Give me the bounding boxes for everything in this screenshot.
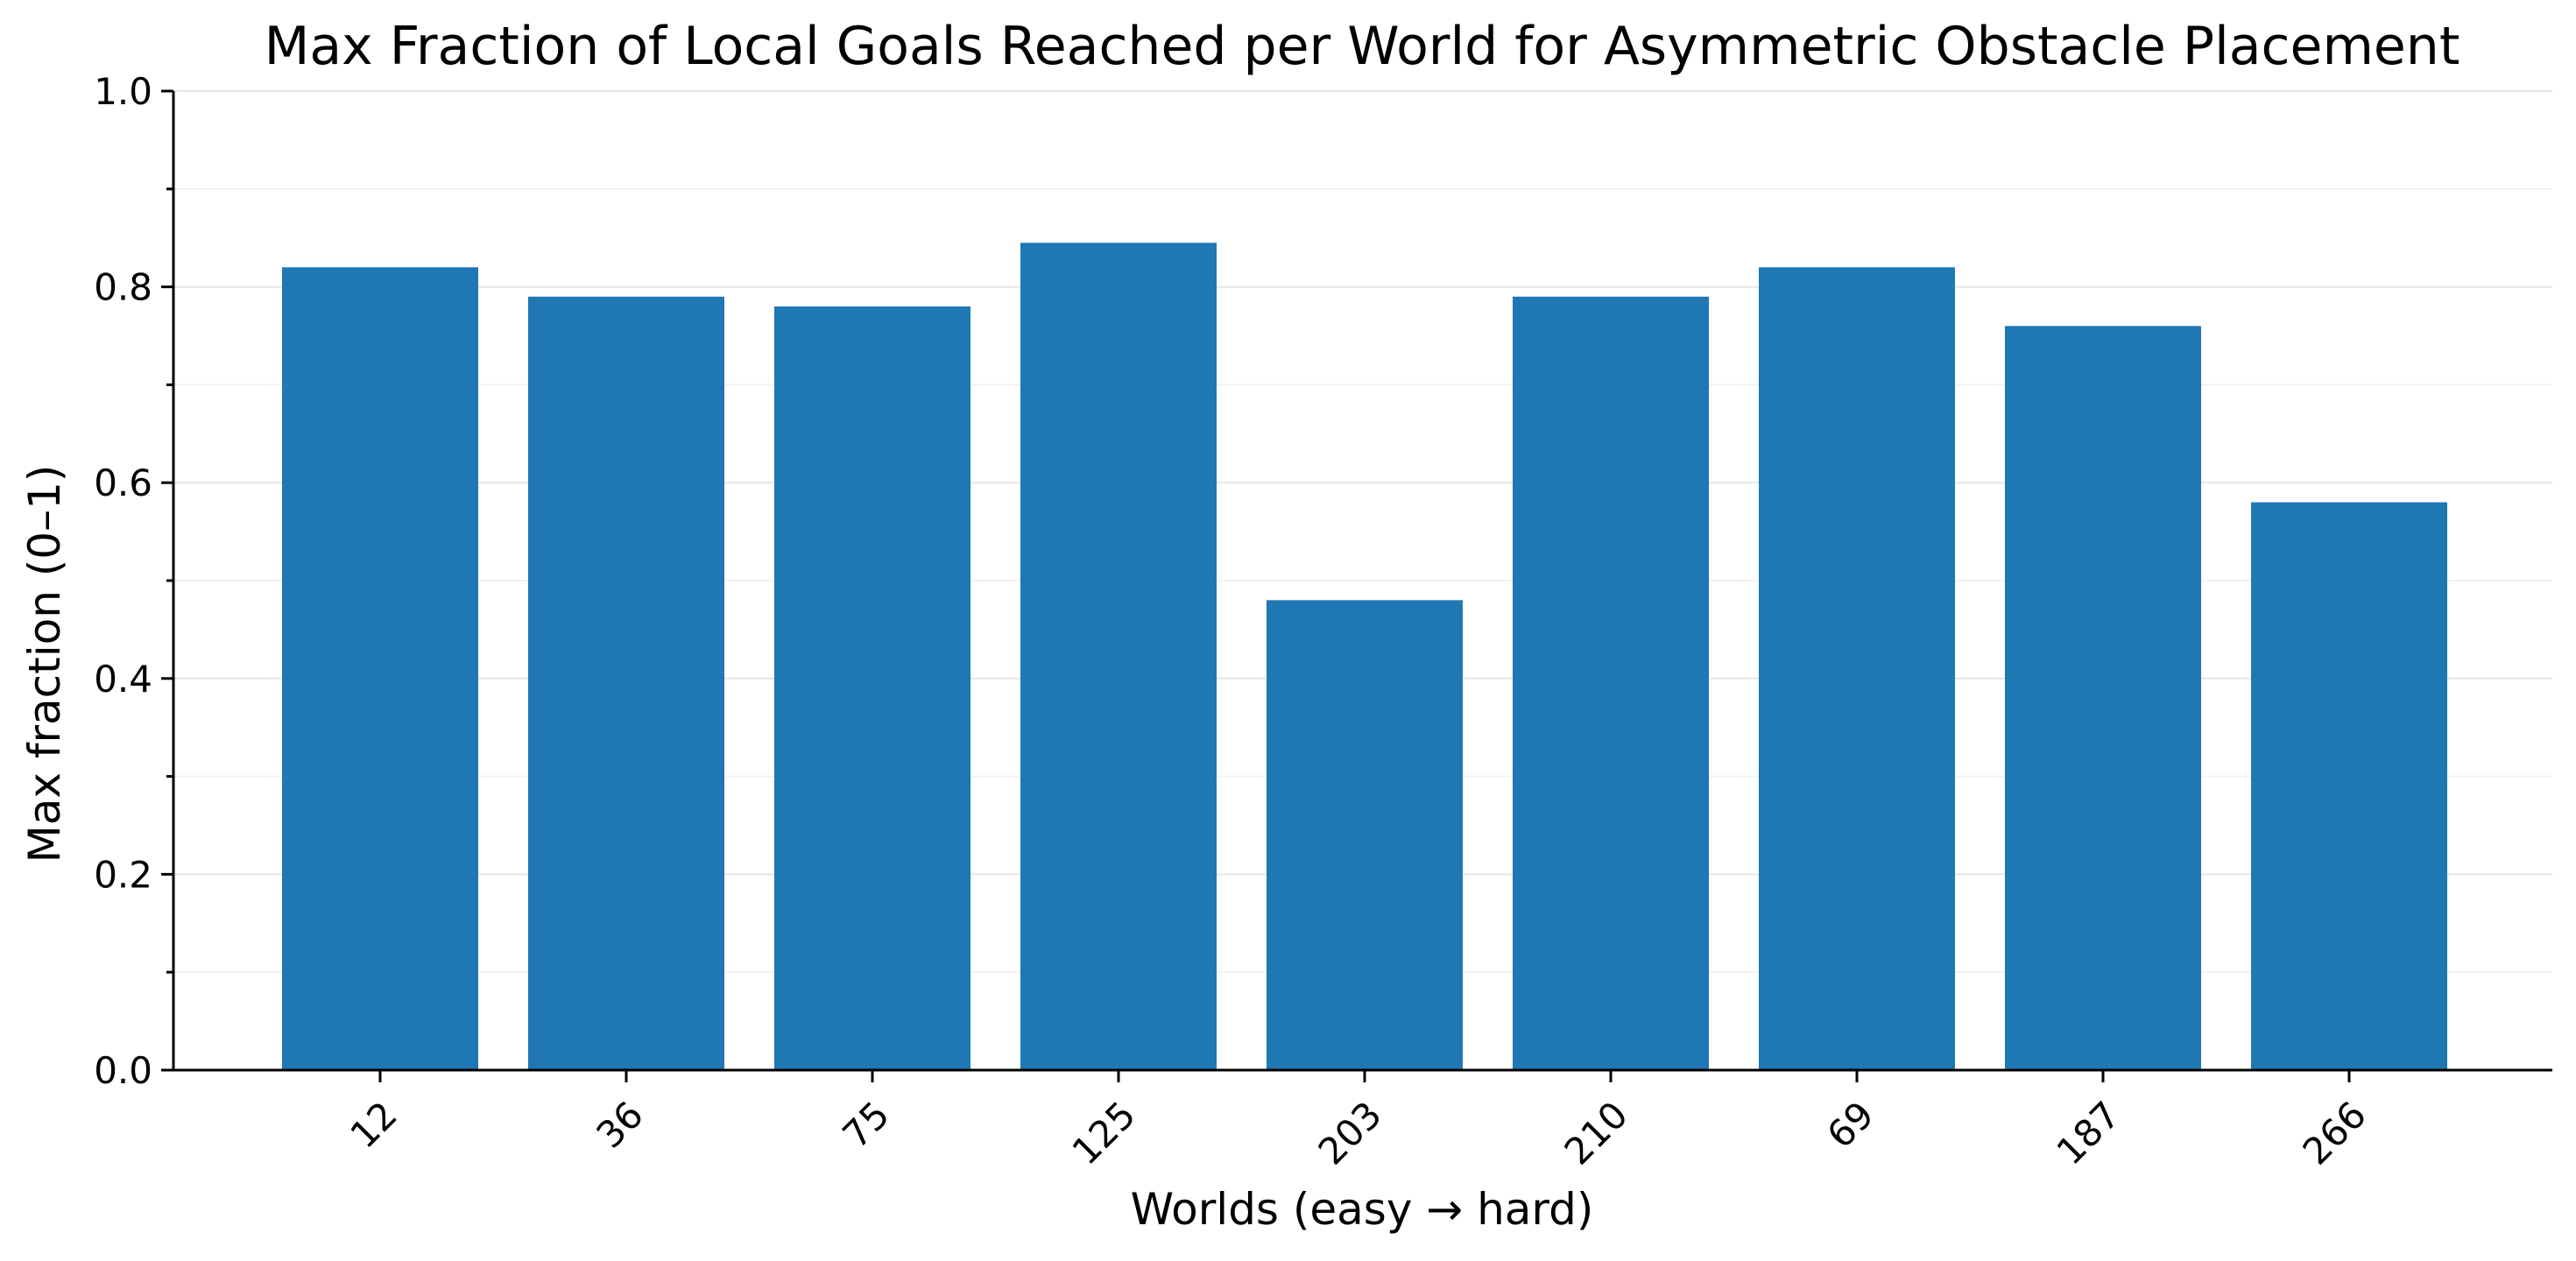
bar-36 xyxy=(528,296,724,1070)
x-tick-label: 36 xyxy=(588,1093,651,1156)
x-axis-label: Worlds (easy → hard) xyxy=(1131,1184,1594,1235)
bar-203 xyxy=(1267,600,1463,1070)
y-tick-label: 1.0 xyxy=(94,70,152,113)
y-axis-label: Max fraction (0–1) xyxy=(19,465,70,863)
x-tick-label: 69 xyxy=(1818,1093,1881,1156)
bar-12 xyxy=(282,267,478,1070)
y-tick-label: 0.0 xyxy=(94,1049,152,1092)
y-ticks: 0.0 0.2 0.4 0.6 0.8 1.0 xyxy=(94,70,173,1092)
y-tick-label: 0.2 xyxy=(94,853,152,896)
y-tick-label: 0.6 xyxy=(94,461,152,504)
x-tick-label: 125 xyxy=(1064,1093,1144,1173)
y-tick-label: 0.4 xyxy=(94,658,152,701)
x-tick-label: 266 xyxy=(2295,1093,2375,1173)
bar-210 xyxy=(1513,296,1709,1070)
x-tick-label: 210 xyxy=(1556,1093,1636,1173)
bar-69 xyxy=(1759,267,1955,1070)
bar-266 xyxy=(2251,502,2447,1070)
bar-125 xyxy=(1020,243,1217,1070)
x-ticks: 12 36 75 125 203 210 69 187 266 xyxy=(342,1070,2375,1173)
y-tick-label: 0.8 xyxy=(94,266,152,309)
bar-75 xyxy=(774,306,970,1071)
x-tick-label: 203 xyxy=(1310,1093,1390,1173)
x-tick-label: 12 xyxy=(342,1093,405,1156)
chart-title: Max Fraction of Local Goals Reached per … xyxy=(265,16,2460,77)
bars xyxy=(282,243,2447,1071)
bar-187 xyxy=(2005,326,2201,1070)
x-tick-label: 187 xyxy=(2049,1093,2128,1173)
x-tick-label: 75 xyxy=(834,1093,897,1156)
